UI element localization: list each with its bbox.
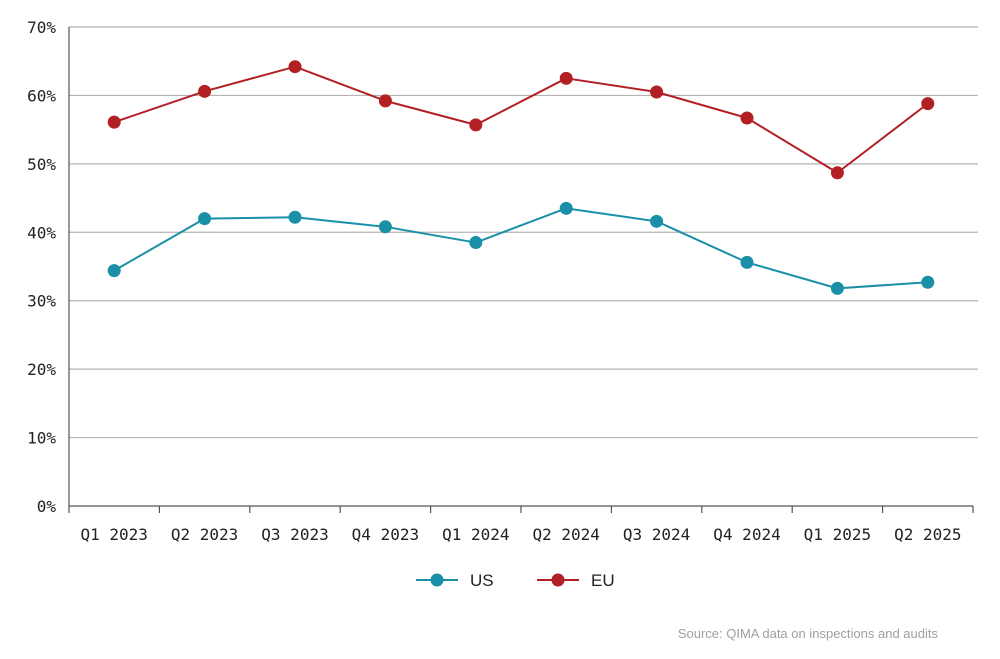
x-axis-ticks: Q1 2023 Q2 2023 Q3 2023 Q4 2023 Q1 2024 Q2 20… — [68, 506, 974, 544]
gridlines — [69, 26, 978, 439]
eu-data-point — [921, 97, 935, 111]
eu-data-point — [107, 115, 121, 129]
us-data-point — [921, 275, 935, 289]
legend-item-eu: EU — [537, 571, 615, 590]
eu-data-point — [198, 84, 212, 98]
x-tick-label: Q1 2025 — [804, 525, 871, 544]
y-tick-label: 70% — [27, 18, 56, 37]
legend-label-eu: EU — [591, 571, 615, 590]
legend-marker-us — [430, 573, 444, 587]
us-data-point — [198, 212, 212, 226]
us-data-point — [559, 201, 573, 215]
x-tick-label: Q3 2023 — [261, 525, 328, 544]
y-tick-label: 10% — [27, 429, 56, 448]
us-data-point — [288, 210, 302, 224]
y-tick-label: 30% — [27, 292, 56, 311]
series-eu — [107, 60, 935, 180]
x-tick-label: Q2 2023 — [171, 525, 238, 544]
us-data-point — [650, 214, 664, 228]
eu-data-point — [559, 71, 573, 85]
y-tick-label: 40% — [27, 223, 56, 242]
x-tick-label: Q4 2024 — [713, 525, 780, 544]
eu-data-point — [650, 85, 664, 99]
x-tick-label: Q2 2024 — [532, 525, 599, 544]
eu-data-point — [469, 118, 483, 132]
us-data-point — [830, 281, 844, 295]
y-tick-label: 50% — [27, 155, 56, 174]
y-tick-label: 60% — [27, 86, 56, 105]
y-axis-ticks: 0% 10% 20% 30% 40% 50% 60% 70% — [27, 18, 56, 516]
eu-data-point — [378, 94, 392, 108]
source-note: Source: QIMA data on inspections and aud… — [677, 626, 938, 641]
series-layer — [107, 60, 935, 295]
us-data-point — [740, 255, 754, 269]
legend-marker-eu — [551, 573, 565, 587]
y-tick-label: 20% — [27, 360, 56, 379]
x-tick-label: Q1 2024 — [442, 525, 509, 544]
axes — [68, 27, 973, 507]
series-us — [107, 201, 935, 295]
us-data-point — [107, 264, 121, 278]
eu-data-point — [830, 166, 844, 180]
eu-data-point — [288, 60, 302, 74]
y-tick-label: 0% — [37, 497, 57, 516]
eu-series-line — [113, 65, 929, 174]
x-tick-label: Q3 2024 — [623, 525, 690, 544]
us-data-point — [469, 236, 483, 250]
x-tick-label: Q4 2023 — [352, 525, 419, 544]
us-series-line — [113, 207, 928, 290]
legend: US EU — [416, 571, 615, 590]
x-tick-label: Q2 2025 — [894, 525, 961, 544]
legend-label-us: US — [470, 571, 494, 590]
eu-data-point — [740, 111, 754, 125]
x-tick-label: Q1 2023 — [80, 525, 147, 544]
us-data-point — [378, 220, 392, 234]
legend-item-us: US — [416, 571, 494, 590]
